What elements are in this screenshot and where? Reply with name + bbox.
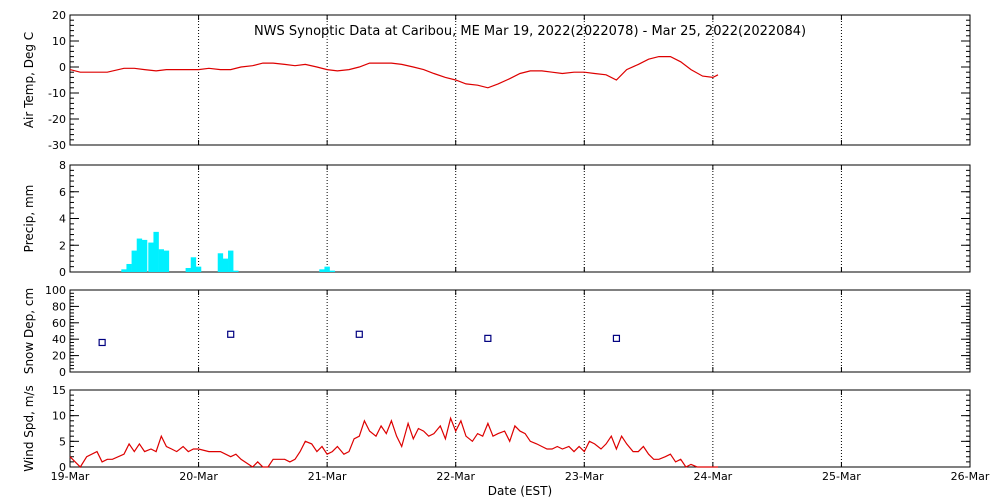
precip-bar bbox=[233, 270, 239, 272]
x-tick-label: 24-Mar bbox=[693, 470, 732, 483]
wind-y-tick-label: 15 bbox=[52, 384, 66, 397]
x-tick-label: 21-Mar bbox=[308, 470, 347, 483]
wind-frame bbox=[69, 389, 971, 468]
wind-series-line bbox=[69, 416, 718, 468]
precip-y-axis-label: Precip, mm bbox=[22, 185, 36, 253]
snow-depth-point bbox=[484, 334, 492, 342]
precip-bar bbox=[163, 250, 170, 272]
snow-y-tick-label: 80 bbox=[52, 300, 66, 313]
temp-y-tick-label: -10 bbox=[48, 87, 66, 100]
precip-y-tick-label: 8 bbox=[59, 159, 66, 172]
x-tick-label: 20-Mar bbox=[179, 470, 218, 483]
temp-y-tick-label: -30 bbox=[48, 139, 66, 152]
snow-frame bbox=[69, 289, 971, 373]
x-tick-label: 22-Mar bbox=[436, 470, 475, 483]
snow-depth-point bbox=[98, 338, 106, 347]
snow-y-tick-label: 0 bbox=[59, 366, 66, 379]
x-axis-label: Date (EST) bbox=[488, 484, 552, 498]
precip-bar bbox=[329, 270, 335, 272]
precip-frame bbox=[69, 164, 971, 273]
precip-bar bbox=[158, 249, 164, 272]
snow-y-axis-label: Snow Dep, cm bbox=[22, 288, 36, 374]
temp-y-axis-label: Air Temp, Deg C bbox=[22, 32, 36, 128]
precip-bar bbox=[217, 253, 224, 272]
snow-depth-point bbox=[612, 334, 621, 342]
precip-bar bbox=[148, 242, 154, 272]
snow-depth-point bbox=[227, 330, 235, 338]
precip-bar bbox=[319, 269, 325, 272]
precip-y-tick-label: 4 bbox=[59, 213, 66, 226]
snow-panel: 100 80 60 40 20 0 Snow Dep, cm bbox=[22, 284, 971, 379]
x-tick-label: 26-Mar bbox=[951, 470, 990, 483]
snow-y-tick-label: 40 bbox=[52, 333, 66, 346]
temp-series-line bbox=[69, 55, 719, 89]
precip-bar bbox=[121, 269, 127, 272]
wind-y-tick-label: 0 bbox=[59, 461, 66, 474]
x-tick-label: 25-Mar bbox=[822, 470, 861, 483]
temp-y-tick-label: 10 bbox=[52, 35, 66, 48]
temp-panel: 20 10 0 -10 -20 -30 Air Temp, Deg C bbox=[22, 9, 971, 152]
precip-bar bbox=[185, 267, 191, 272]
temp-y-tick-label: 20 bbox=[52, 9, 66, 22]
wind-y-tick-label: 5 bbox=[59, 435, 66, 448]
precip-bar bbox=[153, 231, 159, 272]
precip-bar bbox=[228, 250, 234, 272]
precip-y-tick-label: 2 bbox=[59, 239, 66, 252]
temp-y-tick-label: -20 bbox=[48, 113, 66, 126]
snow-y-tick-label: 60 bbox=[52, 317, 66, 330]
wind-panel: 15 10 5 0 Wind Spd, m/s bbox=[22, 384, 971, 474]
precip-bar bbox=[190, 257, 197, 272]
precip-bar bbox=[195, 266, 202, 272]
precip-bar bbox=[126, 263, 132, 272]
wind-y-axis-label: Wind Spd, m/s bbox=[22, 385, 36, 471]
precip-bar bbox=[141, 239, 148, 272]
precip-y-tick-label: 0 bbox=[59, 266, 66, 279]
precip-bar bbox=[324, 266, 330, 272]
precip-y-tick-label: 6 bbox=[59, 186, 66, 199]
temp-y-tick-label: 0 bbox=[59, 61, 66, 74]
wind-y-tick-label: 10 bbox=[52, 410, 66, 423]
precip-bar bbox=[131, 250, 137, 272]
precip-bar bbox=[222, 258, 229, 272]
snow-y-tick-label: 20 bbox=[52, 350, 66, 363]
snow-y-tick-label: 100 bbox=[45, 284, 66, 297]
precip-bar bbox=[136, 238, 143, 272]
temp-frame bbox=[69, 14, 971, 146]
chart-title: NWS Synoptic Data at Caribou, ME Mar 19,… bbox=[254, 24, 806, 39]
precip-panel: 8 6 4 2 0 Precip, mm bbox=[22, 159, 971, 279]
x-tick-label: 23-Mar bbox=[565, 470, 604, 483]
x-tick-label: 19-Mar bbox=[51, 470, 90, 483]
snow-depth-point bbox=[355, 330, 363, 338]
